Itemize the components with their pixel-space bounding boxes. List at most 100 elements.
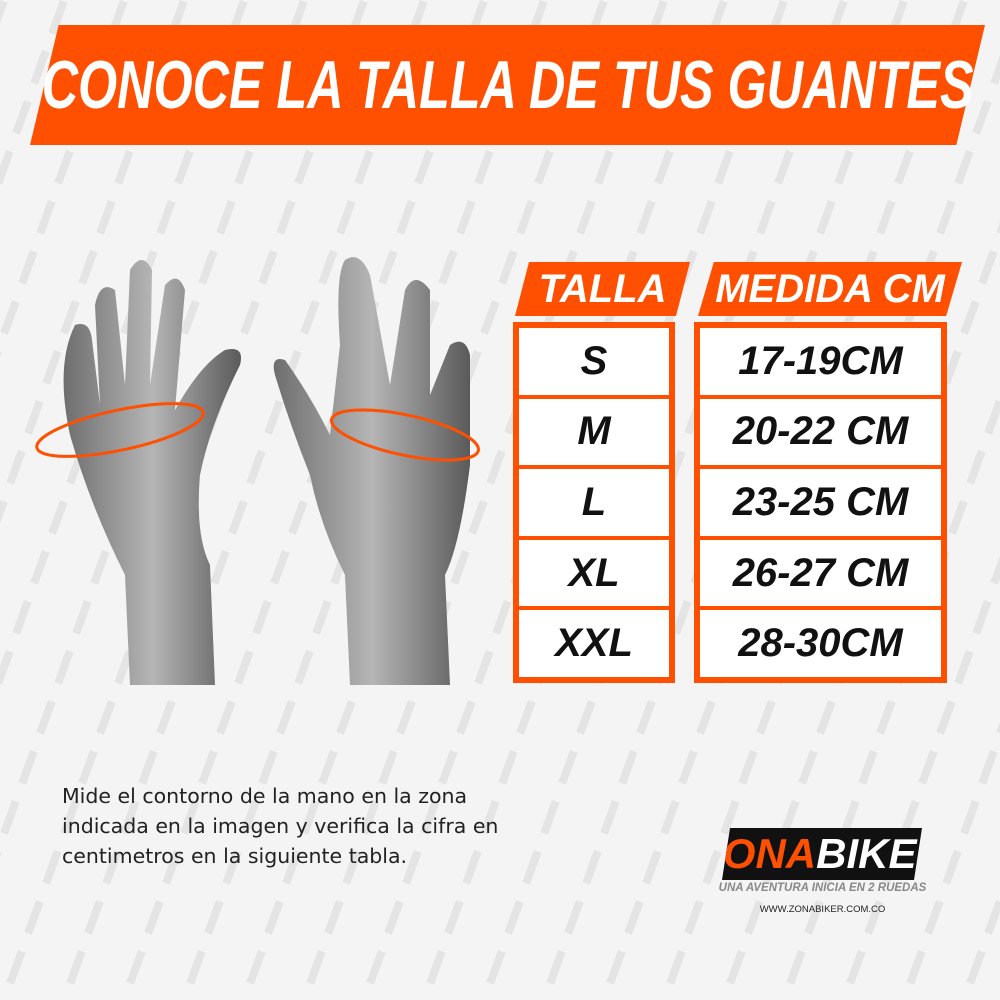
watermark-mark [702, 849, 722, 885]
watermark-mark [816, 200, 836, 235]
watermark-mark [756, 199, 776, 235]
watermark-mark [576, 700, 596, 735]
watermark-mark [96, 199, 116, 235]
size-cell: XL [519, 539, 669, 607]
watermark-mark [78, 749, 98, 785]
watermark-mark [6, 450, 26, 485]
watermark-mark [174, 150, 194, 185]
watermark-mark [978, 249, 998, 285]
watermark-mark [186, 950, 206, 985]
watermark-mark [876, 700, 896, 735]
watermark-mark [204, 899, 224, 935]
watermark-mark [618, 750, 638, 785]
watermark-mark [684, 900, 704, 935]
watermark-mark [0, 0, 8, 35]
watermark-mark [948, 500, 968, 535]
watermark-mark [858, 750, 878, 785]
watermark-mark [594, 150, 614, 185]
watermark-mark [366, 950, 386, 985]
watermark-mark [678, 750, 698, 785]
title-banner [30, 25, 985, 145]
watermark-mark [36, 200, 56, 235]
watermark-mark [936, 700, 956, 735]
watermark-mark [726, 950, 746, 985]
watermark-mark [516, 700, 536, 735]
watermark-mark [600, 800, 620, 835]
watermark-mark [654, 150, 674, 185]
watermark-mark [564, 899, 584, 935]
watermark-mark [444, 899, 464, 935]
watermark-mark [960, 300, 980, 335]
watermark-mark [954, 650, 974, 685]
zonabiker-logo: ZONA BIKER [722, 828, 922, 880]
measure-cell: 28-30CM [700, 610, 941, 677]
watermark-mark [636, 200, 656, 235]
instructions-text: Mide el contorno de la mano en la zona i… [62, 784, 499, 868]
watermark-mark [156, 700, 176, 735]
size-column: S M L XL XXL [513, 322, 675, 683]
watermark-mark [504, 899, 524, 935]
header-talla: TALLA [515, 262, 690, 316]
watermark-mark [54, 150, 74, 185]
watermark-mark [798, 750, 818, 785]
watermark-mark [354, 149, 374, 185]
page-title: CONOCE LA TALLA DE TUS GUANTES [41, 47, 974, 123]
watermark-mark [672, 600, 692, 635]
watermark-mark [990, 49, 1000, 85]
watermark-mark [774, 149, 794, 185]
logo-part-biker: BIKER [816, 830, 947, 877]
measure-cell: 20-22 CM [700, 398, 941, 466]
measure-ring-right-icon [330, 408, 480, 462]
watermark-mark [642, 849, 662, 885]
watermark-mark [816, 700, 836, 735]
watermark-mark [474, 149, 494, 185]
watermark-mark [624, 900, 644, 935]
watermark-mark [156, 200, 176, 235]
watermark-mark [324, 899, 344, 935]
watermark-mark [582, 849, 602, 885]
watermark-mark [576, 200, 596, 235]
watermark-mark [0, 150, 14, 185]
watermark-mark [456, 200, 476, 235]
watermark-mark [966, 450, 986, 485]
watermark-mark [234, 150, 254, 185]
watermark-mark [960, 799, 980, 835]
watermark-mark [396, 200, 416, 235]
size-cell: S [519, 328, 669, 395]
watermark-mark [996, 700, 1000, 735]
watermark-mark [24, 899, 44, 935]
watermark-mark [294, 149, 314, 185]
watermark-mark [954, 149, 974, 185]
watermark-mark [264, 900, 284, 935]
watermark-mark [198, 750, 218, 785]
measure-cell: 17-19CM [700, 328, 941, 395]
page-title-wrap: CONOCE LA TALLA DE TUS GUANTES [30, 25, 985, 145]
watermark-mark [984, 900, 1000, 935]
back-hand-icon [273, 257, 470, 685]
measure-cell: 26-27 CM [700, 539, 941, 607]
watermark-mark [336, 200, 356, 235]
watermark-mark [936, 200, 956, 235]
watermark-mark [924, 900, 944, 935]
watermark-mark [42, 849, 62, 885]
watermark-mark [18, 750, 38, 785]
watermark-mark [846, 950, 866, 985]
watermark-mark [0, 350, 2, 385]
watermark-mark [906, 950, 926, 985]
watermark-mark [516, 199, 536, 235]
watermark-mark [996, 200, 1000, 235]
watermark-mark [894, 149, 914, 185]
watermark-mark [486, 950, 506, 985]
logo-part-zona: ZONA [697, 830, 817, 877]
watermark-mark [606, 950, 626, 985]
watermark-mark [696, 199, 716, 235]
size-cell: XXL [519, 610, 669, 677]
watermark-mark [12, 600, 32, 635]
watermark-mark [984, 399, 1000, 435]
website-url: WWW.ZONABIKER.COM.CO [759, 904, 886, 915]
watermark-mark [426, 950, 446, 985]
measure-column: 17-19CM 20-22 CM 23-25 CM 26-27 CM 28-30… [694, 322, 947, 683]
watermark-mark [246, 950, 266, 985]
watermark-mark [216, 200, 236, 235]
watermark-mark [498, 249, 518, 285]
